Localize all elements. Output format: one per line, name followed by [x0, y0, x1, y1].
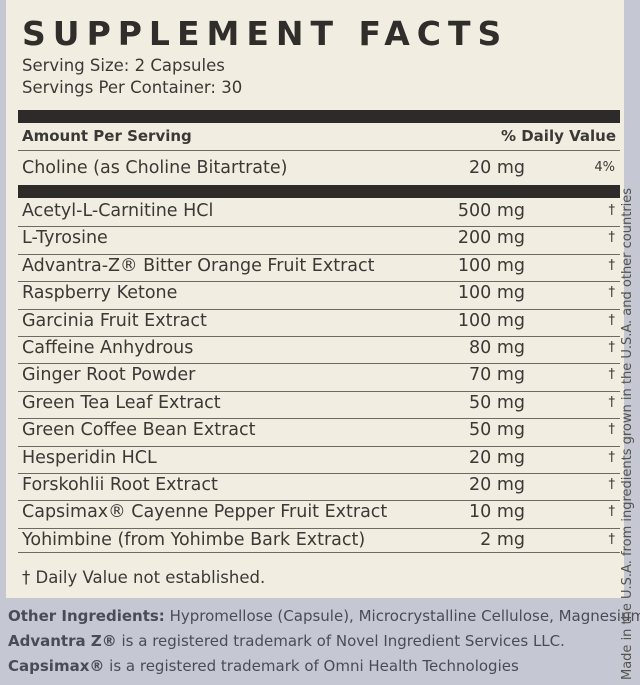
other-ingredients: Other Ingredients: Hypromellose (Capsule…	[8, 607, 640, 625]
ingredient-amount: 50 mg	[469, 392, 525, 413]
daily-value: †	[608, 504, 616, 520]
ingredient-name: Advantra-Z® Bitter Orange Fruit Extract	[22, 255, 375, 276]
ingredient-name: Raspberry Ketone	[22, 283, 178, 304]
ingredient-amount: 20 mg	[469, 447, 525, 468]
ingredient-amount: 20 mg	[469, 158, 525, 178]
daily-value: †	[608, 230, 616, 246]
daily-value: †	[608, 257, 616, 273]
row-rule	[18, 527, 620, 529]
daily-value: †	[608, 340, 616, 355]
ingredient-name: Yohimbine (from Yohimbe Bark Extract)	[22, 529, 366, 550]
ingredient-name: L-Tyrosine	[22, 228, 108, 249]
ingredient-amount: 50 mg	[469, 420, 525, 441]
footnote: † Daily Value not established.	[22, 568, 266, 587]
ingredient-amount: 500 mg	[457, 201, 525, 221]
trademark-text: is a registered trademark of Novel Ingre…	[121, 632, 565, 650]
row-rule	[18, 390, 620, 392]
ingredient-name: Hesperidin HCL	[22, 447, 157, 468]
ingredient-name: Ginger Root Powder	[22, 365, 196, 386]
rule	[18, 552, 620, 553]
ingredients-text: Hypromellose (Capsule), Microcrystalline…	[169, 607, 640, 625]
daily-value: †	[608, 285, 616, 301]
trademark-text: is a registered trademark of Omni Health…	[109, 657, 519, 675]
ingredients-label: Other Ingredients:	[8, 607, 165, 625]
trademark-name: Advantra Z®	[8, 632, 117, 650]
ingredient-amount: 100 mg	[457, 283, 525, 304]
row-rule	[18, 253, 620, 255]
label-panel	[6, 0, 624, 598]
row-rule	[18, 418, 620, 420]
ingredient-name: Choline (as Choline Bitartrate)	[22, 158, 288, 178]
amount-header: Amount Per Serving	[22, 127, 192, 145]
daily-value: †	[608, 203, 616, 218]
daily-value: †	[608, 531, 616, 547]
ingredient-amount: 70 mg	[469, 365, 525, 386]
ingredient-name: Forskohlii Root Extract	[22, 475, 218, 495]
row-rule	[18, 473, 620, 474]
row-rule	[18, 336, 620, 337]
daily-value: †	[608, 449, 616, 465]
ingredient-name: Acetyl-L-Carnitine HCl	[22, 201, 214, 221]
daily-value: 4%	[594, 160, 615, 175]
daily-value: †	[608, 477, 616, 492]
ingredient-name: Capsimax® Cayenne Pepper Fruit Extract	[22, 502, 388, 523]
row-rule	[18, 226, 620, 228]
daily-value: †	[608, 422, 616, 438]
ingredient-amount: 100 mg	[457, 310, 525, 331]
ingredient-amount: 200 mg	[457, 228, 525, 249]
ingredient-amount: 10 mg	[469, 502, 525, 523]
label-title: SUPPLEMENT FACTS	[22, 14, 509, 53]
side-text: Made in the U.S.A. from ingredients grow…	[620, 187, 635, 680]
ingredient-amount: 20 mg	[469, 475, 525, 495]
daily-value: †	[608, 312, 616, 328]
trademark: Advantra Z® is a registered trademark of…	[8, 632, 565, 650]
ingredient-name: Garcinia Fruit Extract	[22, 310, 207, 331]
ingredient-amount: 2 mg	[480, 529, 525, 550]
row-rule	[18, 500, 620, 502]
ingredient-name: Caffeine Anhydrous	[22, 338, 194, 358]
row-rule	[18, 281, 620, 283]
trademark-name: Capsimax®	[8, 657, 105, 675]
serving-size: Serving Size: 2 Capsules	[22, 56, 225, 75]
thick-rule	[18, 110, 620, 123]
ingredient-amount: 100 mg	[457, 255, 525, 276]
row-rule	[18, 445, 620, 447]
ingredient-name: Green Coffee Bean Extract	[22, 420, 256, 441]
row-rule	[18, 363, 620, 365]
servings-per-container: Servings Per Container: 30	[22, 78, 243, 97]
ingredient-name: Green Tea Leaf Extract	[22, 392, 221, 413]
daily-value: †	[608, 394, 616, 410]
thick-rule	[18, 185, 620, 198]
dv-header: % Daily Value	[500, 127, 616, 145]
rule	[18, 150, 620, 151]
ingredient-amount: 80 mg	[469, 338, 525, 358]
row-rule	[18, 308, 620, 310]
daily-value: †	[608, 367, 616, 383]
trademark: Capsimax® is a registered trademark of O…	[8, 657, 519, 675]
